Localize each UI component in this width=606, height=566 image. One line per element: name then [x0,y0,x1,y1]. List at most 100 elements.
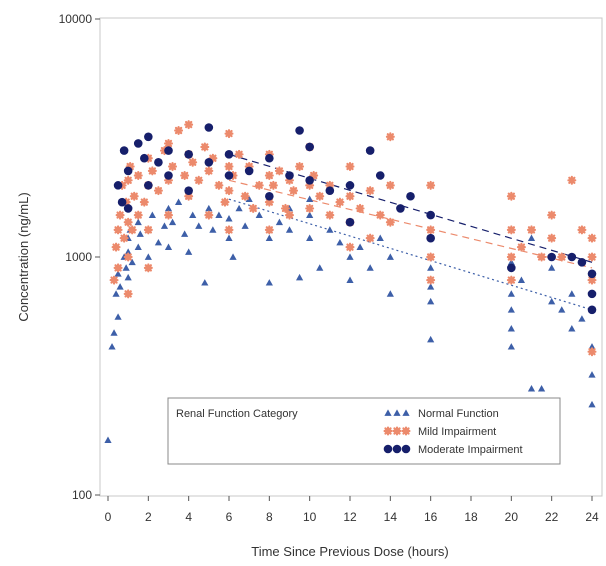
star-point [426,252,436,262]
triangle-point [326,226,334,233]
x-tick-label: 2 [145,510,152,524]
circle-point [123,204,133,213]
x-tick-label: 0 [105,510,112,524]
legend-marker [383,444,393,454]
circle-point [345,217,355,227]
star-point [305,180,315,190]
circle-point [164,146,173,155]
star-point [385,180,395,190]
triangle-point [255,211,263,218]
star-point [264,225,274,235]
x-tick-label: 12 [343,510,357,524]
star-point [274,166,284,176]
star-point [200,142,210,152]
circle-point [133,139,143,148]
triangle-point [507,258,515,266]
triangle-point [427,335,435,343]
triangle-point [578,315,586,322]
triangle-point [110,329,118,336]
triangle-point [558,306,566,313]
triangle-point [205,204,213,212]
star-point [506,275,516,285]
legend: Renal Function Category Normal Function M… [167,397,561,465]
circle-point [154,157,163,167]
circle-point [224,150,234,159]
circle-point [285,171,294,180]
star-point [123,217,133,227]
star-point [385,132,395,142]
x-tick-label: 6 [226,510,233,524]
circle-point [365,146,375,155]
triangle-point [168,218,177,226]
star-point [147,166,157,176]
x-tick-label: 18 [464,510,478,524]
star-point [224,162,234,172]
star-point [355,203,365,213]
triangle-point [517,276,526,283]
star-point [214,180,224,190]
trend-lines [228,153,593,311]
star-point [365,186,375,196]
triangle-point [275,218,284,226]
star-point [345,191,355,201]
circle-point [325,186,335,195]
circle-point [265,153,274,163]
circle-point [426,210,435,220]
trend-line [228,198,593,311]
star-point [375,210,385,220]
star-point [264,197,274,207]
triangle-point [215,211,223,218]
triangle-point [265,234,273,242]
triangle-point [588,400,596,408]
triangle-point [346,253,354,260]
circle-point [305,142,314,152]
x-tick-label: 14 [384,510,398,524]
star-point [345,242,355,252]
star-point [325,180,335,190]
star-point [426,275,436,285]
x-tick-label: 4 [185,510,192,524]
star-point [168,162,178,172]
triangle-point [164,243,173,251]
star-point [285,175,294,185]
circle-point [123,166,133,176]
star-point [289,186,299,196]
star-point [527,225,536,235]
x-tick-label: 16 [424,510,438,524]
triangle-point [185,248,193,255]
circle-point [567,252,577,262]
triangle-point [128,258,136,266]
triangle-point [189,211,197,218]
triangle-point [245,195,253,203]
triangle-point [114,270,122,277]
star-point [516,242,526,252]
star-point [254,180,264,190]
star-point [113,263,123,273]
triangle-point [336,238,344,246]
triangle-point [124,273,132,281]
circle-point [375,171,385,180]
star-point [174,126,184,136]
triangle-point [427,264,435,271]
star-point [194,175,204,185]
triangle-point [134,243,142,251]
triangle-point [114,313,122,320]
star-point [587,252,597,262]
star-point [537,252,547,262]
circle-point [119,146,129,155]
triangle-point [235,204,243,212]
triangle-point [181,230,189,237]
star-point [164,175,173,185]
triangle-point [386,253,394,260]
x-tick-label: 8 [266,510,273,524]
legend-marker [392,444,402,454]
circle-point [547,252,556,262]
triangle-point [366,264,374,271]
y-tick-label: 100 [72,488,92,502]
circle-point [587,269,597,279]
triangle-point [108,343,116,350]
data-points [104,120,597,444]
star-point [129,191,139,201]
triangle-point [507,343,515,350]
